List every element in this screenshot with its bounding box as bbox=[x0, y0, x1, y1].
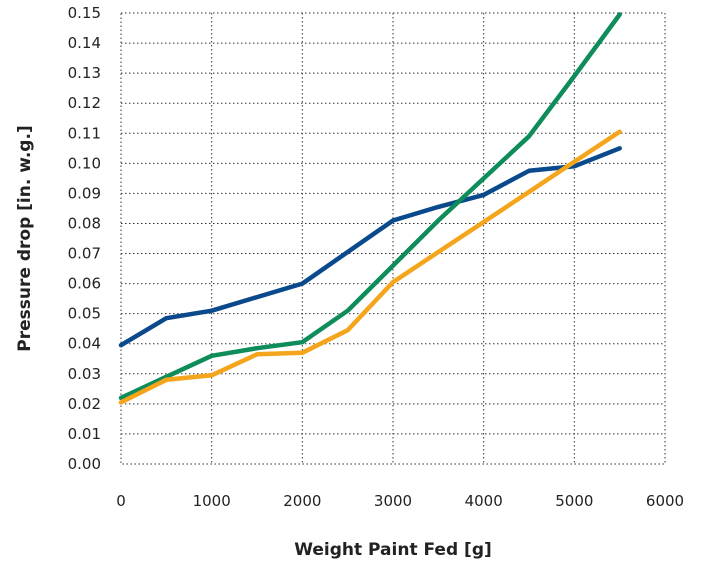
y-tick-label: 0.03 bbox=[68, 365, 101, 383]
series-line-1 bbox=[118, 146, 622, 348]
x-tick-label: 1000 bbox=[193, 492, 231, 510]
y-tick-label: 0.09 bbox=[68, 184, 101, 202]
y-tick-label: 0.02 bbox=[68, 395, 101, 413]
y-axis-title: Pressure drop [in. w.g.] bbox=[15, 125, 35, 351]
x-tick-label: 4000 bbox=[465, 492, 503, 510]
y-tick-label: 0.06 bbox=[68, 275, 101, 293]
x-tick-label: 3000 bbox=[374, 492, 412, 510]
x-tick-label: 5000 bbox=[555, 492, 593, 510]
y-axis-ticks: 0.00 0.01 0.02 0.03 0.04 0.05 0.06 0.07 0.08 0.09… bbox=[68, 4, 101, 473]
x-tick-label: 0 bbox=[116, 492, 126, 510]
series-line-2 bbox=[118, 12, 622, 401]
y-tick-label: 0.15 bbox=[68, 4, 101, 22]
x-axis-title: Weight Paint Fed [g] bbox=[294, 540, 492, 560]
series-lines bbox=[118, 12, 622, 405]
y-tick-label: 0.01 bbox=[68, 425, 101, 443]
y-tick-label: 0.08 bbox=[68, 214, 101, 232]
y-tick-label: 0.00 bbox=[68, 455, 101, 473]
gridlines bbox=[121, 13, 665, 464]
x-tick-label: 6000 bbox=[646, 492, 684, 510]
y-tick-label: 0.14 bbox=[68, 34, 101, 52]
y-tick-label: 0.05 bbox=[68, 305, 101, 323]
plot-area-frame bbox=[120, 12, 666, 465]
y-tick-label: 0.13 bbox=[68, 64, 101, 82]
y-tick-label: 0.10 bbox=[68, 154, 101, 172]
series-line-3 bbox=[118, 129, 622, 405]
y-tick-label: 0.07 bbox=[68, 245, 101, 263]
y-tick-label: 0.12 bbox=[68, 94, 101, 112]
y-tick-label: 0.04 bbox=[68, 335, 101, 353]
x-tick-label: 2000 bbox=[283, 492, 321, 510]
y-tick-label: 0.11 bbox=[68, 124, 101, 142]
x-axis-ticks: 0 1000 2000 3000 4000 5000 6000 bbox=[116, 492, 684, 510]
